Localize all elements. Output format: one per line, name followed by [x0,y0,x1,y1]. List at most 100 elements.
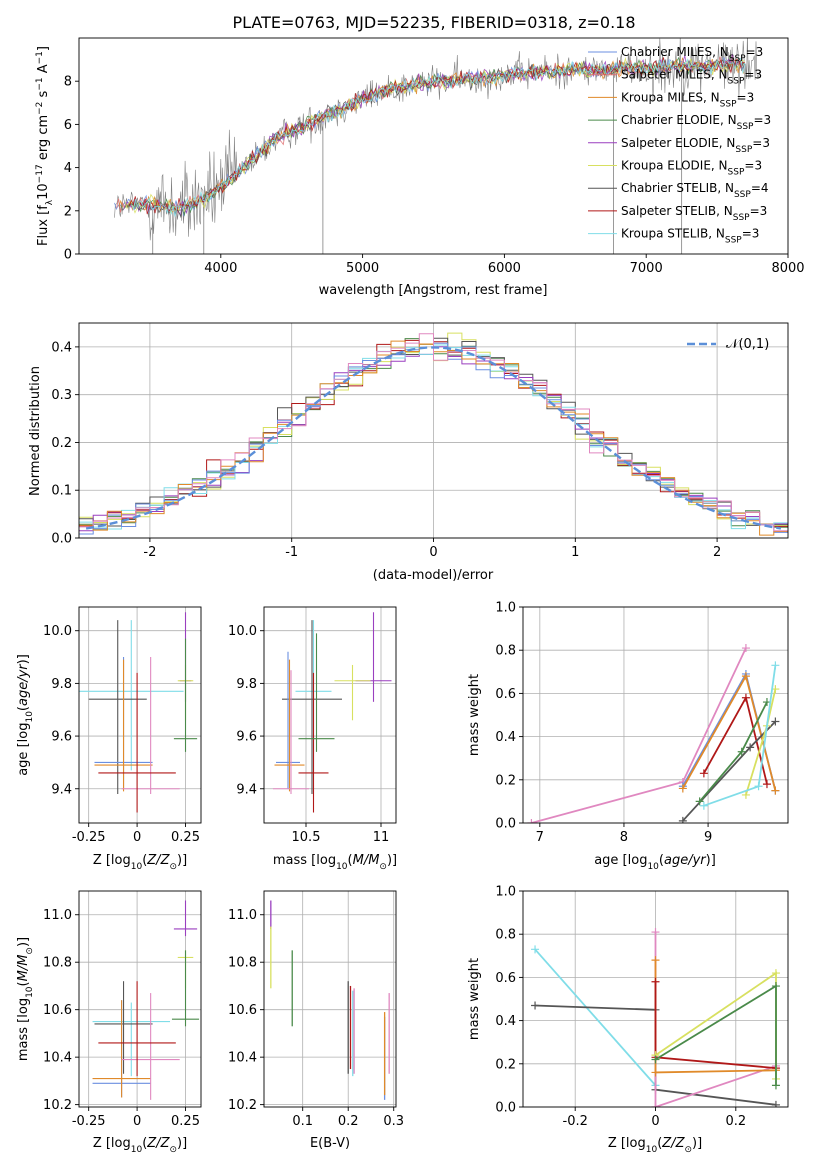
weight-age-xlabel-part: ( [659,853,664,868]
spectrum-xtick-label: 4000 [204,261,237,276]
legend-nssp: =3 [753,113,771,127]
ebv-xlabel-part: E(B-V) [310,1136,350,1151]
weight-line-pink [654,932,777,1107]
legend-entry: Salpeter MILES, NSSP=3 [621,68,762,87]
weight-point-chabrier_elodie [695,797,704,806]
mass-z-xlabel-part: Z/Z [146,1136,170,1151]
age-mass-xlabel-part: )] [387,853,397,868]
legend-subscript: SSP [737,122,754,132]
legend-entry: Kroupa STELIB, NSSP=3 [621,227,759,246]
legend-label: Kroupa MILES, N [621,90,720,104]
age_vs_z-ytick-label: 9.8 [51,677,72,692]
mass-z-ylabel-part: 10 [25,986,35,998]
mass_vs_ebv-ytick-label: 10.4 [228,1051,257,1066]
mass_vs_z-ytick-label: 10.4 [43,1051,72,1066]
mass_vs_z-ytick-label: 10.2 [43,1098,72,1113]
mass-z-xlabel-part: 10 [131,1145,143,1155]
age-mass-xlabel-part: ⊙ [379,862,387,872]
spectrum-ytick-label: 2 [64,204,72,219]
age-z-xlabel-part: ⊙ [169,862,177,872]
age-z-ylabel-part: age [log [16,723,31,776]
mass_vs_ebv-xtick-label: 0.1 [292,1114,313,1129]
weight-line-chabrier_miles [682,671,777,791]
legend-label: Chabrier ELODIE, N [621,113,737,127]
mass_vs_z-xtick-label: -0.25 [72,1114,106,1129]
mass-z-ylabel-part: M/M [16,955,31,982]
legend-subscript: SSP [735,145,752,155]
age_vs_z-xtick-label: -0.25 [72,830,106,845]
legend-entry: Chabrier MILES, NSSP=3 [621,45,763,64]
weight-point-kroupa_stelib [531,945,540,954]
weight_vs_age-ytick-label: 0.8 [495,644,516,659]
mass-z-xlabel-part: )] [177,1136,187,1151]
weight-z-xlabel-part: ( [657,1136,662,1151]
weight_vs_z-xtick-label: -0.2 [563,1114,588,1129]
legend-subscript: SSP [728,168,745,178]
age_vs_z-frame [78,606,202,824]
weight_vs_z-xtick-label: 0.2 [725,1114,746,1129]
legend-entry: Salpeter ELODIE, NSSP=3 [621,136,770,155]
weight-point-pink [741,644,750,653]
weight_vs_age-ytick-label: 1.0 [495,601,516,616]
weight-point-kroupa_miles [678,784,687,793]
gauss-curve [85,346,782,530]
mass_vs_z-ytick-label: 10.6 [43,1003,72,1018]
legend-subscript: SSP [725,236,742,246]
weight-z-ylabel-part: mass weight [467,958,482,1040]
weight-line-pink [531,647,747,823]
weight-point-chabrier_stelib [746,743,755,752]
weight-point-salpeter_stelib [699,769,708,778]
spectrum-xtick-label: 8000 [771,261,804,276]
weight_vs_age-ytick-label: 0.2 [495,773,516,788]
legend-nssp: =4 [751,181,769,195]
residuals-ytick-label: 0.4 [51,340,72,355]
weight-age-xlabel-part: age/yr [664,853,707,868]
spectrum-ytick-label: 8 [64,75,72,90]
weight_vs_z-plot-area [531,928,780,1107]
residuals-ylabel-part: Normed distribution [28,366,43,496]
weight-z-xlabel: Z [log10(Z/Z⊙)] [608,1136,702,1155]
gauss-legend-label: 𝒩(0,1) [726,337,769,352]
age-z-ylabel-part: 10 [25,711,35,723]
legend-entry: Kroupa ELODIE, NSSP=3 [621,159,762,178]
weight-z-xlabel-part: Z/Z [661,1136,685,1151]
figure-title: PLATE=0763, MJD=52235, FIBERID=0318, z=0… [232,13,635,32]
spectrum-ylabel-part: −1 [35,51,45,64]
legend-label: Kroupa STELIB, N [621,227,725,241]
legend-nssp: =3 [742,227,760,241]
age-z-xlabel-part: Z/Z [146,853,170,868]
weight-line-kroupa_stelib [534,948,657,1086]
weight-point-chabrier_stelib [771,717,780,726]
spectrum-model-chabrier_stelib [126,58,745,219]
residuals-axes: -2 -1 0 1 2 0.0 0.1 0.2 0.3 0.4 𝒩(0,1) (data-model)… [28,322,789,583]
age-z-ylabel-part: age/yr [16,663,31,706]
mass_vs_ebv-frame [263,890,397,1108]
age-mass-xlabel-part: 10 [336,862,348,872]
weight-age-ylabel-part: mass weight [467,674,482,756]
age_vs_mass-ytick-label: 9.4 [236,782,257,797]
mass-z-ylabel-part: mass [log [16,998,31,1061]
weight-point-pink [651,1103,660,1107]
age-z-ylabel: age [log10(age/yr)] [16,654,35,776]
residuals-ytick-label: 0.2 [51,436,72,451]
residuals-xlabel-part: (data-model)/error [373,568,494,583]
mass-z-ylabel-part: ⊙ [25,947,35,955]
weight_vs_age-ytick-label: 0.4 [495,730,516,745]
mass-z-xlabel-part: ⊙ [169,1145,177,1155]
age_vs_mass-frame [263,606,397,824]
weight_vs_age-xtick-label: 7 [536,830,544,845]
legend-label: Chabrier STELIB, N [621,181,734,195]
spectrum-xlabel: wavelength [Angstrom, rest frame] [319,283,548,298]
spectrum-ylabel-part: erg cm [36,115,51,164]
weight-point-kroupa_stelib [754,782,763,791]
mass_vs_ebv-ytick-label: 10.8 [228,956,257,971]
mass-z-ylabel-part: )] [16,937,31,947]
age_vs_z-ytick-label: 10.0 [43,624,72,639]
legend-nssp: =3 [744,68,762,82]
residuals-xtick-label: 1 [571,545,579,560]
mass-z-ylabel-part: ( [16,981,31,986]
weight_vs_age-plot-area [527,644,780,823]
legend-entry: Chabrier STELIB, NSSP=4 [621,181,769,200]
